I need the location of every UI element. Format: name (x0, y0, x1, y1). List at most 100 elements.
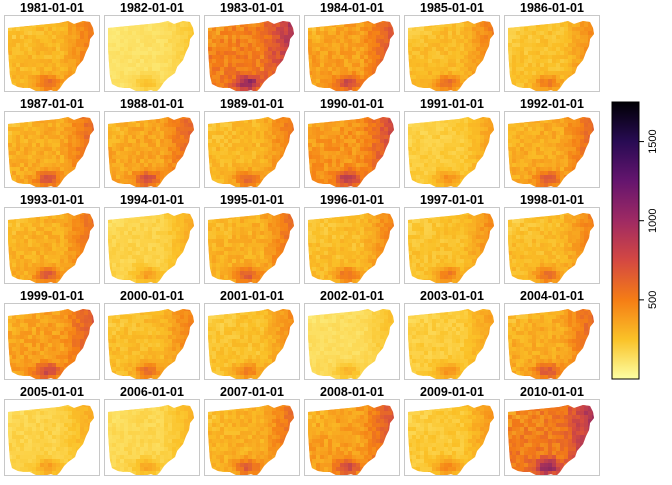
raster-cell (56, 67, 60, 71)
raster-cell (528, 55, 532, 59)
raster-cell (284, 43, 288, 47)
raster-cell (48, 55, 52, 59)
raster-cell (488, 127, 492, 131)
raster-cell (476, 39, 480, 43)
raster-cell (236, 131, 240, 135)
raster-cell (376, 79, 380, 83)
raster-cell (144, 151, 148, 155)
raster-cell (56, 117, 60, 119)
raster-cell (8, 119, 12, 123)
raster-cell (444, 67, 448, 71)
raster-cell (112, 47, 116, 51)
raster-cell (244, 119, 248, 123)
raster-cell (316, 127, 320, 131)
raster-cell (80, 159, 84, 163)
raster-cell (356, 39, 360, 43)
raster-cell (340, 183, 344, 187)
raster-cell (156, 143, 160, 147)
raster-cell (264, 183, 268, 187)
raster-cell (88, 147, 92, 151)
raster-cell (184, 31, 188, 35)
raster-cell (352, 43, 356, 47)
raster-cell (272, 51, 276, 55)
raster-cell (112, 151, 116, 155)
raster-cell (124, 139, 128, 143)
raster-cell (280, 71, 284, 75)
raster-cell (336, 87, 340, 91)
raster-cell (564, 23, 568, 27)
raster-cell (216, 79, 220, 83)
raster-cell (484, 63, 488, 67)
raster-cell (184, 63, 188, 67)
raster-cell (508, 87, 512, 91)
raster-cell (84, 51, 88, 55)
raster-cell (48, 117, 52, 119)
raster-cell (208, 127, 212, 131)
raster-cell (140, 135, 144, 139)
raster-cell (244, 23, 248, 27)
raster-cell (256, 147, 260, 151)
raster-cell (208, 131, 212, 135)
raster-cell (136, 167, 140, 171)
raster-cell (428, 31, 432, 35)
raster-cell (176, 171, 180, 175)
raster-cell (216, 147, 220, 151)
raster-cell (276, 79, 280, 83)
raster-cell (232, 147, 236, 151)
raster-cell (448, 123, 452, 127)
raster-cell (360, 117, 364, 119)
raster-cell (324, 135, 328, 139)
raster-cell (16, 35, 20, 39)
raster-cell (592, 63, 594, 67)
raster-cell (260, 155, 264, 159)
raster-cell (268, 43, 272, 47)
raster-cell (128, 55, 132, 59)
raster-cell (276, 39, 280, 43)
raster-cell (508, 35, 512, 39)
raster-cell (360, 47, 364, 51)
raster-cell (56, 47, 60, 51)
raster-cell (448, 117, 452, 119)
raster-cell (248, 43, 252, 47)
raster-cell (580, 87, 584, 91)
raster-cell (436, 71, 440, 75)
raster-cell (120, 51, 124, 55)
raster-cell (376, 179, 380, 183)
raster-cell (252, 139, 256, 143)
raster-cell (24, 123, 28, 127)
raster-cell (280, 59, 284, 63)
raster-cell (308, 151, 312, 155)
raster-cell (256, 67, 260, 71)
raster-cell (264, 79, 268, 83)
raster-cell (252, 79, 256, 83)
raster-cell (12, 35, 16, 39)
raster-cell (76, 167, 80, 171)
raster-cell (488, 55, 492, 59)
raster-cell (348, 127, 352, 131)
raster-cell (128, 171, 132, 175)
raster-cell (288, 43, 292, 47)
raster-cell (268, 117, 272, 119)
raster-cell (288, 79, 292, 83)
raster-cell (520, 59, 524, 63)
raster-cell (184, 35, 188, 39)
raster-cell (16, 159, 20, 163)
raster-cell (328, 143, 332, 147)
raster-cell (328, 75, 332, 79)
raster-cell (52, 175, 56, 179)
raster-cell (64, 127, 68, 131)
raster-cell (68, 27, 72, 31)
raster-cell (560, 39, 564, 43)
raster-cell (344, 51, 348, 55)
raster-cell (80, 143, 84, 147)
raster-cell (84, 63, 88, 67)
raster-cell (168, 179, 172, 183)
raster-cell (116, 171, 120, 175)
raster-cell (108, 151, 112, 155)
raster-cell (156, 51, 160, 55)
raster-cell (208, 71, 212, 75)
raster-cell (432, 47, 436, 51)
raster-cell (40, 75, 44, 79)
raster-cell (56, 127, 60, 131)
